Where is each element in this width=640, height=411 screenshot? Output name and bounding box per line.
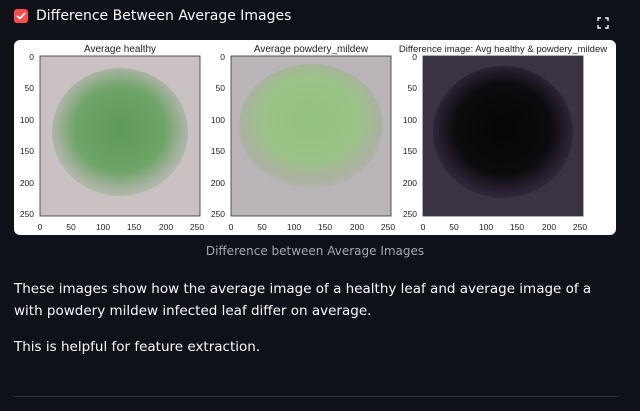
y-tick: 50 [408, 83, 418, 93]
y-tick: 100 [403, 115, 417, 125]
expander-toggle[interactable]: Difference Between Average Images [14, 6, 291, 26]
x-tick: 250 [190, 222, 204, 232]
x-axis-ticks-difference: 0 50 100 150 200 250 [421, 222, 588, 232]
x-tick: 100 [96, 222, 110, 232]
x-tick: 50 [66, 222, 76, 232]
panel-title-healthy: Average healthy [84, 44, 156, 55]
x-axis-ticks-mildew: 0 50 100 150 200 250 [229, 222, 396, 232]
y-tick: 0 [220, 52, 225, 62]
y-axis-ticks-mildew: 0 50 100 150 200 250 [211, 52, 225, 219]
x-tick: 200 [542, 222, 556, 232]
y-axis-ticks-difference: 0 50 100 150 200 250 [403, 52, 417, 219]
y-tick: 250 [20, 209, 34, 219]
y-tick: 250 [403, 209, 417, 219]
x-tick: 250 [381, 222, 395, 232]
panel-mildew [230, 55, 392, 217]
x-tick: 0 [229, 222, 234, 232]
x-tick: 50 [449, 222, 459, 232]
y-tick: 0 [412, 52, 417, 62]
x-tick: 200 [350, 222, 364, 232]
panel-title-mildew: Average powdery_mildew [254, 44, 369, 55]
divider [14, 396, 618, 397]
fullscreen-button[interactable] [596, 16, 610, 30]
y-tick: 0 [29, 52, 34, 62]
figure-image: Average healthy 0 50 100 150 200 250 0 5… [14, 40, 616, 235]
y-tick: 150 [403, 146, 417, 156]
x-tick: 150 [510, 222, 524, 232]
y-tick: 150 [20, 146, 34, 156]
y-tick: 100 [20, 115, 34, 125]
x-tick: 250 [573, 222, 587, 232]
fullscreen-icon [597, 17, 609, 29]
y-tick: 200 [211, 178, 225, 188]
x-axis-ticks-healthy: 0 50 100 150 200 250 [38, 222, 205, 232]
y-tick: 100 [211, 115, 225, 125]
y-tick: 200 [20, 178, 34, 188]
x-tick: 0 [421, 222, 426, 232]
y-tick: 250 [211, 209, 225, 219]
panel-difference [422, 55, 584, 217]
y-tick: 200 [403, 178, 417, 188]
x-tick: 100 [479, 222, 493, 232]
x-tick: 150 [127, 222, 141, 232]
description-paragraph: These images show how the average image … [14, 281, 592, 319]
y-axis-ticks-healthy: 0 50 100 150 200 250 [20, 52, 34, 219]
note-paragraph: This is helpful for feature extraction. [14, 339, 261, 355]
y-tick: 50 [216, 83, 226, 93]
figure-caption: Difference between Average Images [205, 244, 425, 258]
y-tick: 50 [25, 83, 35, 93]
x-tick: 0 [38, 222, 43, 232]
x-tick: 200 [159, 222, 173, 232]
panel-healthy [39, 55, 201, 217]
y-tick: 150 [211, 146, 225, 156]
expander-label: Difference Between Average Images [36, 8, 292, 24]
panel-title-difference: Difference image: Avg healthy & powdery_… [399, 44, 607, 55]
x-tick: 50 [257, 222, 267, 232]
x-tick: 100 [287, 222, 301, 232]
checkbox-checked-icon[interactable] [14, 9, 28, 23]
x-tick: 150 [318, 222, 332, 232]
